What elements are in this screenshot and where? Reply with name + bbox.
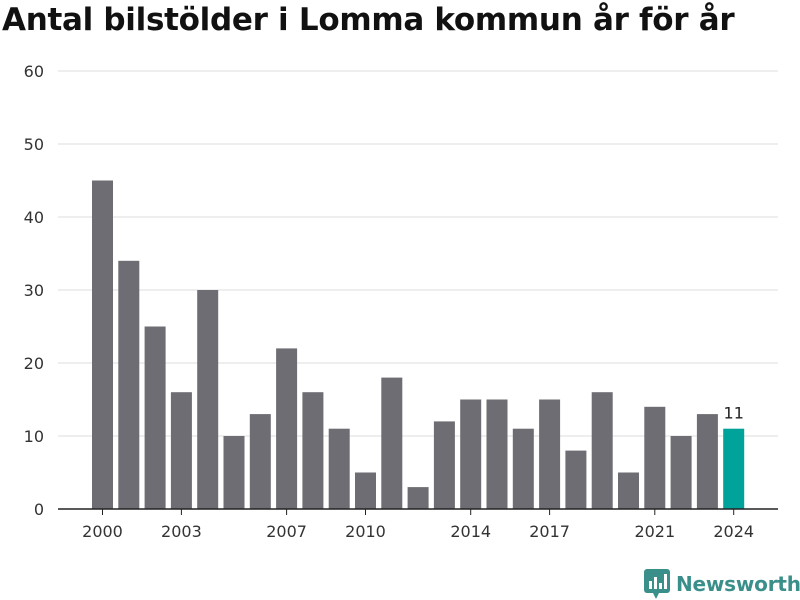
y-tick-label: 40	[24, 208, 44, 227]
bar-2011	[381, 377, 403, 509]
bar-2012	[407, 487, 429, 509]
y-tick-label: 20	[24, 354, 44, 373]
newsworthy-brand: Newsworthy	[644, 569, 800, 599]
bar-2018	[565, 450, 587, 509]
x-tick-label: 2003	[161, 522, 202, 541]
bars	[92, 180, 745, 509]
bar-2003	[170, 392, 192, 509]
x-tick-label: 2014	[450, 522, 491, 541]
bar-2020	[618, 472, 639, 509]
grid-lines	[58, 70, 778, 437]
bar-2002	[144, 326, 166, 509]
bar-2017	[539, 399, 561, 509]
bar-2015	[486, 399, 508, 509]
bar-2013	[433, 421, 455, 509]
bar-2009	[328, 428, 350, 509]
y-axis-ticks: 0 10 20 30 40 50 60	[24, 62, 44, 519]
bar-2010	[355, 472, 376, 509]
bar-2022	[670, 436, 692, 509]
brand-name: Newsworthy	[676, 572, 800, 596]
newsworthy-logo-icon	[644, 569, 670, 599]
bar-2014	[460, 399, 482, 509]
y-tick-label: 30	[24, 281, 44, 300]
bar-2005	[223, 436, 245, 509]
y-tick-label: 60	[24, 62, 44, 81]
bar-2006	[249, 414, 271, 509]
bar-2016	[512, 428, 534, 509]
y-tick-label: 50	[24, 135, 44, 154]
data-labels: 11	[724, 404, 744, 423]
y-tick-label: 10	[24, 427, 44, 446]
x-tick-label: 2024	[713, 522, 754, 541]
bar-2001	[118, 260, 140, 509]
x-tick-label: 2017	[529, 522, 570, 541]
y-tick-label: 0	[34, 500, 44, 519]
x-tick-label: 2007	[266, 522, 307, 541]
x-tick-label: 2010	[345, 522, 386, 541]
data-label-2024: 11	[724, 404, 744, 423]
x-tick-label: 2000	[82, 522, 123, 541]
chart-title: Antal bilstölder i Lomma kommun år för å…	[2, 2, 735, 38]
bar-2007	[276, 348, 298, 509]
bar-2004	[197, 290, 219, 509]
bar-2021	[644, 406, 666, 509]
x-axis-ticks: 2000 2003 2007 2010 2014 2017 2021 2024	[82, 509, 754, 541]
bar-2023	[696, 414, 718, 509]
x-tick-label: 2021	[634, 522, 675, 541]
bar-2008	[302, 392, 324, 509]
bar-2024	[723, 428, 745, 509]
bar-2019	[591, 392, 613, 509]
bar-2000	[92, 180, 113, 509]
